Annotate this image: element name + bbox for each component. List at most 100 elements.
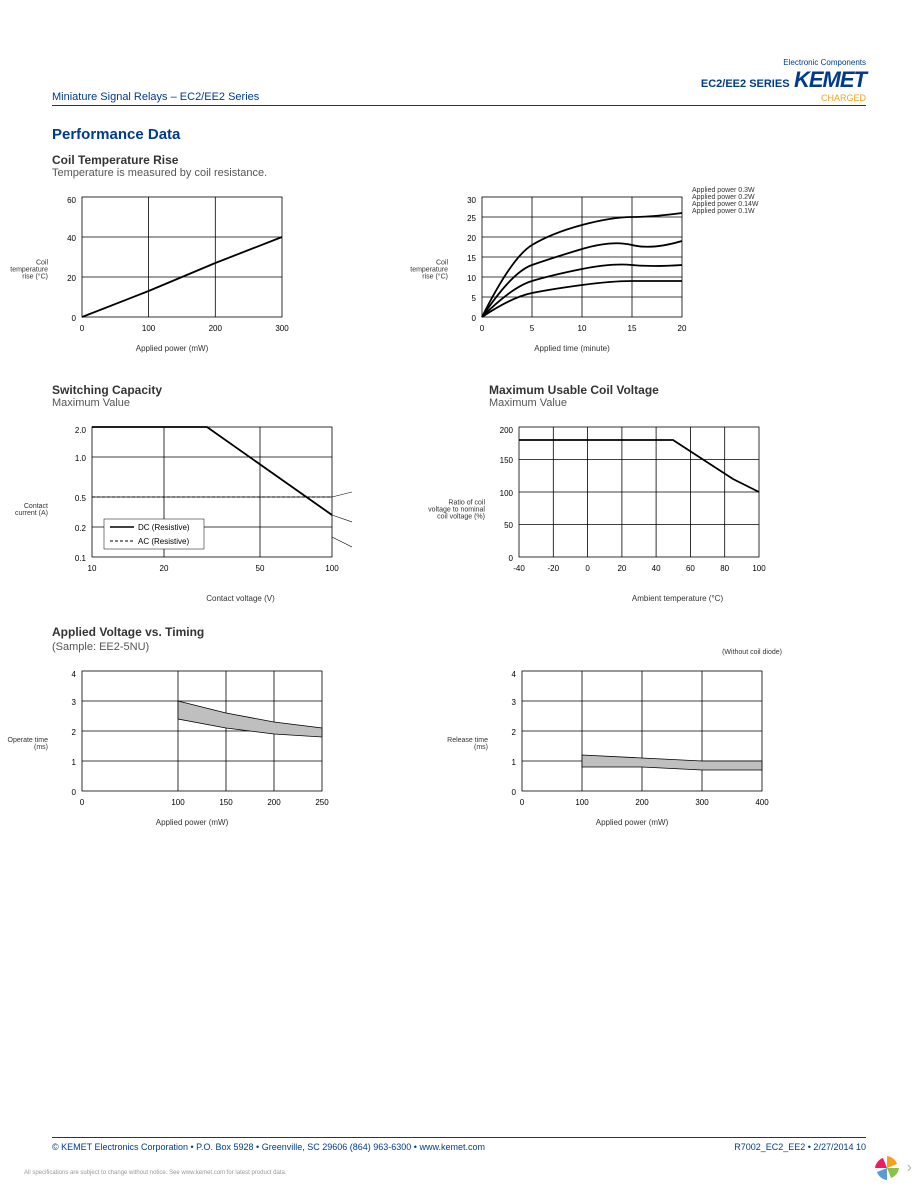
footer-right: R7002_EC2_EE2 • 2/27/2014 10 <box>734 1142 866 1152</box>
svg-text:0.2: 0.2 <box>75 524 87 533</box>
svg-text:250: 250 <box>315 798 329 807</box>
ct1-xlabel: Applied power (mW) <box>52 344 292 353</box>
page-header: Miniature Signal Relays – EC2/EE2 Series… <box>52 58 866 106</box>
av2-legend: (Without coil diode) <box>722 649 782 656</box>
brand-charged: CHARGED <box>701 93 866 103</box>
av-chart-2: Release time (ms) (Without coil diode) 0… <box>492 661 772 827</box>
sw-svg: DC (Resistive) AC (Resistive) 0.1 0.2 0.5… <box>52 417 352 587</box>
sw-xlabel: Contact voltage (V) <box>52 594 429 603</box>
av2-xlabel: Applied power (mW) <box>492 818 772 827</box>
svg-text:5: 5 <box>530 324 535 333</box>
svg-text:200: 200 <box>500 426 514 435</box>
svg-text:4: 4 <box>72 670 77 679</box>
svg-text:DC (Resistive): DC (Resistive) <box>138 523 190 532</box>
ec-series-line: EC2/EE2 SERIES <box>701 78 790 90</box>
coil-temp-title: Coil Temperature Rise <box>52 153 866 167</box>
svg-text:100: 100 <box>325 564 339 573</box>
svg-text:20: 20 <box>467 234 476 243</box>
disclaimer: All specifications are subject to change… <box>24 1170 894 1176</box>
svg-text:20: 20 <box>617 564 626 573</box>
svg-text:15: 15 <box>467 254 476 263</box>
svg-text:0: 0 <box>72 788 77 797</box>
svg-text:3: 3 <box>72 698 77 707</box>
svg-text:20: 20 <box>160 564 169 573</box>
brand-tagline: Electronic Components <box>701 58 866 67</box>
av1-xlabel: Applied power (mW) <box>52 818 332 827</box>
svg-text:0: 0 <box>585 564 590 573</box>
svg-text:15: 15 <box>628 324 637 333</box>
ct2-xlabel: Applied time (minute) <box>452 344 692 353</box>
av1-svg: 01 23 4 0100 150200 250 <box>52 661 332 811</box>
svg-text:5: 5 <box>472 294 477 303</box>
maxcoil-title: Maximum Usable Coil Voltage <box>489 383 866 397</box>
svg-text:0: 0 <box>72 314 77 323</box>
switching-title: Switching Capacity <box>52 383 429 397</box>
ct2-legend: Applied power 0.3W Applied power 0.2W Ap… <box>692 187 812 215</box>
svg-text:-40: -40 <box>513 564 525 573</box>
ct2-ylabel: Coil temperature rise (°C) <box>404 260 448 281</box>
svg-text:0.5: 0.5 <box>75 494 87 503</box>
mc-xlabel: Ambient temperature (°C) <box>489 594 866 603</box>
svg-text:30: 30 <box>467 196 476 205</box>
svg-text:20: 20 <box>678 324 687 333</box>
svg-text:4: 4 <box>512 670 517 679</box>
ct2-leg-1: Applied power 0.2W <box>692 194 812 201</box>
svg-text:25: 25 <box>467 214 476 223</box>
svg-text:60: 60 <box>67 196 76 205</box>
svg-text:0: 0 <box>512 788 517 797</box>
svg-text:0.1: 0.1 <box>75 554 87 563</box>
svg-text:80: 80 <box>720 564 729 573</box>
svg-text:AC (Resistive): AC (Resistive) <box>138 537 189 546</box>
coil-temp-chart-1: Coil temperature rise (°C) 0 20 40 60 0 … <box>52 187 292 353</box>
svg-text:1: 1 <box>512 758 517 767</box>
ct2-leg-3: Applied power 0.1W <box>692 208 812 215</box>
av-title: Applied Voltage vs. Timing <box>52 625 204 639</box>
svg-text:2.0: 2.0 <box>75 426 87 435</box>
svg-text:50: 50 <box>504 521 513 530</box>
svg-text:1: 1 <box>72 758 77 767</box>
svg-text:20: 20 <box>67 274 76 283</box>
svg-text:200: 200 <box>635 798 649 807</box>
svg-text:-20: -20 <box>548 564 560 573</box>
svg-text:10: 10 <box>467 274 476 283</box>
next-arrow-icon[interactable]: › <box>907 1159 912 1177</box>
svg-text:1.0: 1.0 <box>75 454 87 463</box>
svg-text:0: 0 <box>472 314 477 323</box>
ct1-ylabel: Coil temperature rise (°C) <box>4 260 48 281</box>
svg-text:100: 100 <box>142 324 156 333</box>
content-area: Performance Data Coil Temperature Rise T… <box>52 120 866 827</box>
brand-logo: KEMET <box>794 67 866 92</box>
av2-svg: 01 23 4 0100 200300 400 <box>492 661 772 811</box>
svg-text:3: 3 <box>512 698 517 707</box>
svg-text:60: 60 <box>686 564 695 573</box>
page-footer: © KEMET Electronics Corporation • P.O. B… <box>52 1137 866 1152</box>
svg-text:10: 10 <box>578 324 587 333</box>
coil-temp-note: Temperature is measured by coil resistan… <box>52 167 866 179</box>
svg-text:200: 200 <box>267 798 281 807</box>
svg-text:150: 150 <box>219 798 233 807</box>
av2-ylabel: Release time (ms) <box>444 737 488 751</box>
svg-text:0: 0 <box>509 554 514 563</box>
switching-note: Maximum Value <box>52 397 429 409</box>
av-charts: Operate time (ms) 01 23 4 0100 150200 25… <box>52 661 866 827</box>
svg-text:0: 0 <box>80 798 85 807</box>
switching-chart: Contact current (A) DC (Resistive) AC ( <box>52 417 429 603</box>
svg-text:300: 300 <box>275 324 289 333</box>
svg-text:100: 100 <box>752 564 766 573</box>
svg-text:300: 300 <box>695 798 709 807</box>
coil-temp-chart-2: Coil temperature rise (°C) Applied power… <box>452 187 692 353</box>
svg-text:100: 100 <box>500 489 514 498</box>
av-chart-1: Operate time (ms) 01 23 4 0100 150200 25… <box>52 661 332 827</box>
coil-temp-charts: Coil temperature rise (°C) 0 20 40 60 0 … <box>52 187 866 353</box>
section-title: Performance Data <box>52 126 866 143</box>
svg-text:0: 0 <box>520 798 525 807</box>
mc-svg: 0 50 100 150 200 -40 -20 0 20 40 60 80 100 <box>489 417 769 587</box>
svg-text:100: 100 <box>171 798 185 807</box>
ct2-leg-2: Applied power 0.14W <box>692 201 812 208</box>
svg-text:40: 40 <box>652 564 661 573</box>
svg-text:150: 150 <box>500 456 514 465</box>
svg-text:200: 200 <box>209 324 223 333</box>
corner-nav: › <box>873 1154 912 1182</box>
switching-row: Switching Capacity Maximum Value Contact… <box>52 373 866 603</box>
svg-text:2: 2 <box>512 728 517 737</box>
